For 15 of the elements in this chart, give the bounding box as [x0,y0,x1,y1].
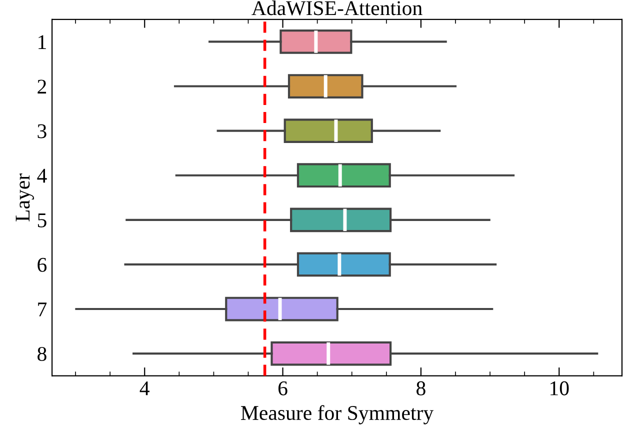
y-tick-label: 6 [38,258,47,272]
y-tick-label: 1 [38,35,46,49]
x-tick-label: 4 [140,381,150,396]
y-tick-label: 2 [38,80,46,94]
y-tick-label: 3 [38,124,46,138]
y-tick-label: 4 [37,168,47,183]
y-tick-label: 8 [38,346,46,361]
y-tick-label: 7 [38,302,47,316]
x-axis-title: Measure for Symmetry [240,405,434,424]
y-tick-label: 5 [38,214,46,228]
x-tick-label: 10 [550,381,569,396]
x-tick-label: 6 [278,381,288,396]
y-axis-title: Layer [16,174,34,222]
chart-title: AdaWISE-Attention [252,0,422,16]
x-tick-label: 8 [416,381,426,396]
